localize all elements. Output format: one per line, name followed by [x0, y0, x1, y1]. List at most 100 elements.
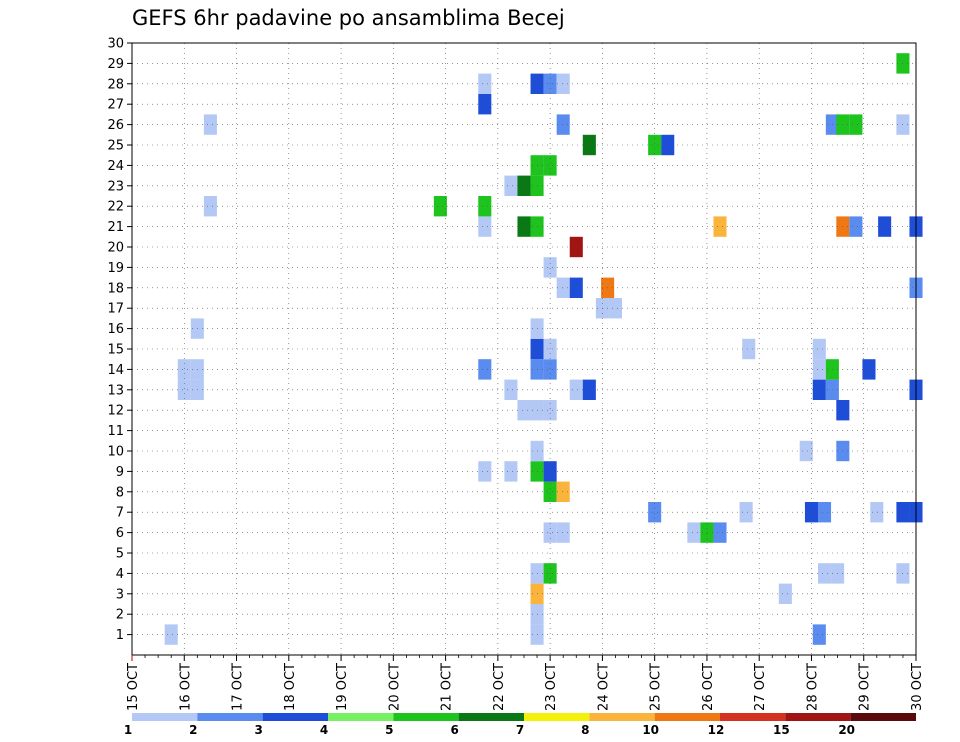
- precip-cell: [799, 440, 813, 462]
- grid-lines: [132, 42, 916, 655]
- precip-cell: [569, 379, 583, 400]
- x-tick-label: 20 OCT: [387, 663, 402, 711]
- colorbar-label: 3: [254, 723, 262, 737]
- precip-cell: [543, 481, 557, 502]
- colorbar-label: 4: [320, 723, 328, 737]
- colorbar-swatch: [589, 713, 655, 721]
- precip-cell: [478, 73, 492, 94]
- precip-cell: [849, 114, 863, 135]
- x-tick-label: 18 OCT: [283, 663, 298, 711]
- colorbar-label: 12: [708, 723, 725, 737]
- y-tick-label: 6: [116, 526, 124, 541]
- precip-cell: [804, 502, 818, 523]
- y-tick-label: 21: [107, 220, 124, 235]
- y-tick-label: 11: [107, 424, 124, 439]
- colorbar-swatch: [850, 713, 916, 721]
- precip-cell: [582, 379, 596, 400]
- precip-cell: [648, 134, 662, 156]
- colorbar-swatch: [197, 713, 263, 721]
- precip-cell: [517, 216, 531, 237]
- precip-cell: [739, 502, 753, 523]
- precip-cells: [164, 53, 923, 645]
- y-tick-label: 20: [107, 241, 124, 256]
- colorbar-swatch: [458, 713, 524, 721]
- colorbar-label: 7: [516, 723, 524, 737]
- colorbar: 1 2 3 4 5 6 7 8 10 12 15 20: [124, 713, 916, 737]
- colorbar-swatch: [785, 713, 851, 721]
- colorbar-swatch: [524, 713, 590, 721]
- precip-cell: [543, 522, 557, 543]
- y-tick-label: 30: [107, 37, 124, 52]
- x-axis: 15 OCT 16 OCT 17 OCT 18 OCT 19 OCT 20 OCT 21 O…: [126, 655, 925, 711]
- precip-cell: [556, 114, 570, 135]
- precip-cell: [862, 359, 876, 380]
- y-tick-label: 5: [116, 547, 124, 562]
- precip-cell: [849, 216, 863, 237]
- colorbar-label: 5: [385, 723, 393, 737]
- colorbar-swatch: [720, 713, 786, 721]
- precip-cell: [812, 338, 826, 360]
- y-tick-label: 24: [107, 159, 124, 174]
- precip-cell: [543, 400, 557, 421]
- x-tick-label: 22 OCT: [492, 663, 507, 711]
- precip-cell: [556, 522, 570, 543]
- precip-cell: [504, 461, 518, 482]
- precip-cell: [478, 359, 492, 380]
- precip-cell: [504, 379, 518, 400]
- precip-cell: [177, 359, 191, 380]
- x-tick-label: 28 OCT: [805, 663, 820, 711]
- y-tick-label: 7: [116, 506, 124, 521]
- colorbar-label: 15: [773, 723, 790, 737]
- precip-cell: [556, 481, 570, 502]
- precip-cell: [713, 216, 727, 237]
- precip-cell: [582, 134, 596, 156]
- x-tick-label: 23 OCT: [544, 663, 559, 711]
- y-tick-label: 13: [107, 383, 124, 398]
- precip-cell: [556, 277, 570, 298]
- precip-cell: [517, 175, 531, 196]
- x-tick-label: 30 OCT: [910, 663, 925, 711]
- precip-cell: [177, 379, 191, 400]
- precip-cell: [818, 563, 832, 584]
- precip-cell: [478, 461, 492, 482]
- colorbar-label: 6: [450, 723, 458, 737]
- y-tick-label: 23: [107, 179, 124, 194]
- y-tick-label: 17: [107, 302, 124, 317]
- precip-cell: [687, 522, 701, 543]
- colorbar-label: 10: [642, 723, 659, 737]
- precip-cell: [812, 624, 826, 645]
- x-tick-label: 27 OCT: [753, 663, 768, 711]
- precip-cell: [203, 196, 217, 217]
- colorbar-label: 8: [581, 723, 589, 737]
- precip-cell: [700, 522, 714, 543]
- y-axis: 1234567891011121314151617181920212223242…: [107, 37, 132, 643]
- precip-cell: [648, 502, 662, 523]
- x-tick-label: 15 OCT: [126, 663, 141, 711]
- precip-cell: [543, 461, 557, 482]
- y-tick-label: 15: [107, 343, 124, 358]
- precip-cell: [517, 400, 531, 421]
- precip-cell: [504, 175, 518, 196]
- precip-cell: [543, 155, 557, 176]
- precip-cell: [556, 73, 570, 94]
- precip-cell: [569, 277, 583, 298]
- precip-cell: [878, 216, 892, 237]
- chart-title: GEFS 6hr padavine po ansamblima Becej: [132, 6, 565, 30]
- x-tick-label: 21 OCT: [440, 663, 455, 711]
- colorbar-swatch: [393, 713, 459, 721]
- x-tick-label: 26 OCT: [701, 663, 716, 711]
- x-tick-label: 29 OCT: [858, 663, 873, 711]
- y-tick-label: 8: [116, 485, 124, 500]
- y-tick-label: 27: [107, 98, 124, 113]
- precip-cell: [608, 298, 622, 319]
- precip-cell: [543, 359, 557, 380]
- y-tick-label: 22: [107, 200, 124, 215]
- y-tick-label: 25: [107, 139, 124, 154]
- colorbar-swatch: [262, 713, 328, 721]
- precip-cell: [478, 94, 492, 115]
- y-tick-label: 26: [107, 118, 124, 133]
- x-tick-label: 25 OCT: [649, 663, 664, 711]
- precip-cell: [203, 114, 217, 135]
- precip-cell: [812, 379, 826, 400]
